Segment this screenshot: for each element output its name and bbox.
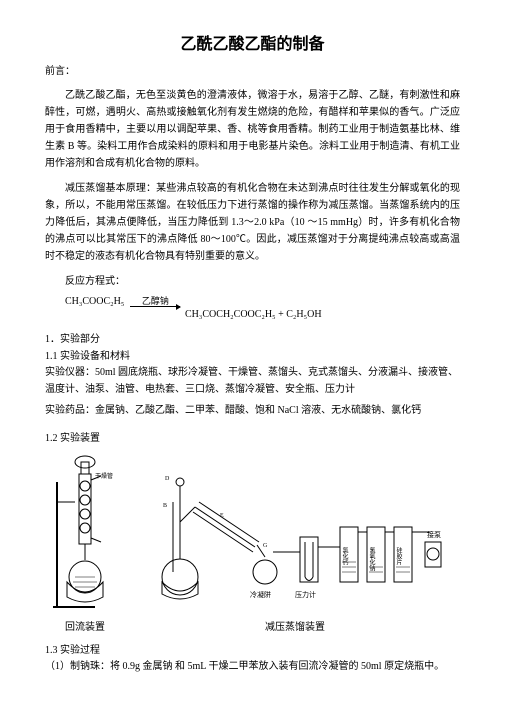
reflux-diagram-box: 干燥管 回流装置 xyxy=(45,452,125,633)
document-title: 乙酰乙酸乙酯的制备 xyxy=(45,30,460,54)
svg-text:B: B xyxy=(163,503,167,509)
section-1: 1．实验部分 xyxy=(45,330,460,345)
svg-text:氯化钙: 氯化钙 xyxy=(341,546,348,566)
preface-label: 前言： xyxy=(45,62,460,77)
reaction-arrow: 乙醇钠 xyxy=(130,297,180,307)
reaction-label: 反应方程式： xyxy=(45,273,460,290)
svg-text:D: D xyxy=(165,476,170,482)
svg-text:氢氧化钠: 氢氧化钠 xyxy=(368,546,375,572)
arrow-label: 乙醇钠 xyxy=(130,297,180,306)
reagents-label: 实验药品： xyxy=(45,405,95,416)
section-1-3: 1.3 实验过程 xyxy=(45,641,460,656)
intro-paragraph: 乙酰乙酸乙酯，无色至淡黄色的澄清液体，微溶于水，易溶于乙醇、乙醚，有刺激性和麻醉… xyxy=(45,87,460,172)
reagents-line: 实验药品：金属钠、乙酸乙酯、二甲苯、醋酸、饱和 NaCl 溶液、无水硫酸钠、氯化… xyxy=(45,402,460,419)
instruments-line: 实验仪器：50ml 圆底烧瓶、球形冷凝管、干燥管、蒸馏头、克式蒸馏头、分液漏斗、… xyxy=(45,364,460,398)
product-formula: CH₃COCH₂COOC₂H₅ + C₂H₅OH xyxy=(185,309,460,320)
vacuum-diagram-box: D B E G 冷凝阱 xyxy=(145,452,445,633)
svg-text:硅胶片: 硅胶片 xyxy=(395,546,402,566)
instruments-label: 实验仪器： xyxy=(45,367,95,378)
svg-text:G: G xyxy=(263,543,268,549)
reagent-formula: CH₃COOC₂H₅ xyxy=(65,296,124,307)
reflux-diagram: 干燥管 xyxy=(45,452,125,612)
vacuum-caption: 减压蒸馏装置 xyxy=(145,618,445,633)
section-1-2: 1.2 实验装置 xyxy=(45,429,460,444)
vacuum-diagram: D B E G 冷凝阱 xyxy=(145,452,445,612)
reagents-text: 金属钠、乙酸乙酯、二甲苯、醋酸、饱和 NaCl 溶液、无水硫酸钠、氯化钙 xyxy=(95,405,421,416)
instruments-text: 50ml 圆底烧瓶、球形冷凝管、干燥管、蒸馏头、克式蒸馏头、分液漏斗、接液管、温… xyxy=(45,367,458,395)
reflux-caption: 回流装置 xyxy=(45,618,125,633)
svg-text:E: E xyxy=(220,513,224,519)
diagram-row: 干燥管 回流装置 xyxy=(45,452,460,633)
svg-text:压力计: 压力计 xyxy=(295,590,316,599)
step-1: （1）制钠珠：将 0.9g 金属钠 和 5mL 干燥二甲苯放入装有回流冷凝管的 … xyxy=(45,658,460,675)
svg-text:接泵: 接泵 xyxy=(427,530,441,539)
reaction-formula: CH₃COOC₂H₅ 乙醇钠 CH₃COCH₂COOC₂H₅ + C₂H₅OH xyxy=(65,296,460,320)
principle-paragraph: 减压蒸馏基本原理：某些沸点较高的有机化合物在未达到沸点时往往发生分解或氧化的现象… xyxy=(45,180,460,265)
svg-text:干燥管: 干燥管 xyxy=(95,472,113,480)
svg-text:冷凝阱: 冷凝阱 xyxy=(250,590,271,599)
section-1-1: 1.1 实验设备和材料 xyxy=(45,347,460,362)
